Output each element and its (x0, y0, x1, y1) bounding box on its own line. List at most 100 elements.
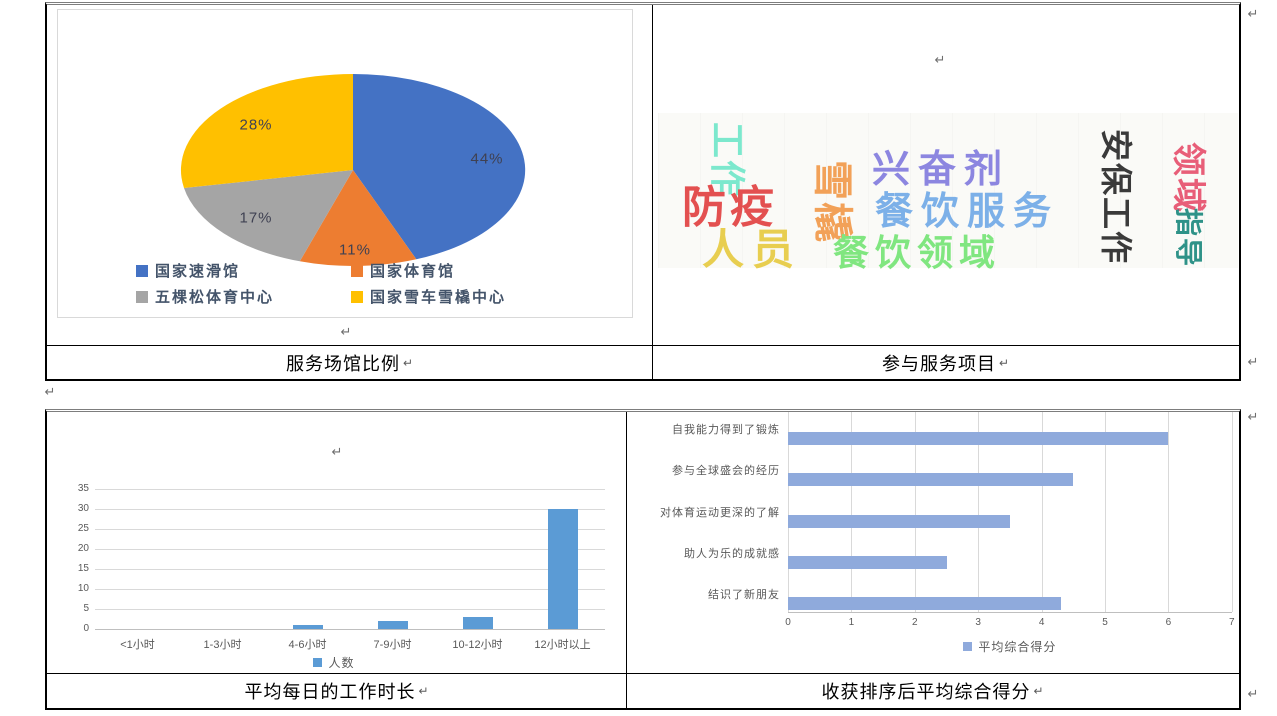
pie-legend-item: 五棵松体育中心 (136, 286, 274, 307)
pie-slice (299, 170, 417, 267)
table-bottom: 平均每日的工作时长 ↵ 收获排序后平均综合得分 ↵ (45, 409, 1241, 710)
paragraph-mark: ↵ (1247, 409, 1259, 424)
gridline (1231, 412, 1233, 612)
gridline (851, 412, 853, 612)
paragraph-mark: ↵ (1247, 686, 1259, 701)
table-column-divider (652, 5, 653, 379)
pie-legend-label: 五棵松体育中心 (155, 289, 275, 306)
caption-wordcloud-text: 参与服务项目 (881, 353, 996, 374)
pie-legend-item: 国家雪车雪橇中心 (351, 286, 506, 307)
paragraph-mark: ↵ (44, 384, 56, 399)
pie-data-label: 11% (339, 241, 371, 259)
caption-row: 服务场馆比例 ↵ 参与服务项目 ↵ (47, 345, 1239, 379)
y-category-label: 助人为乐的成就感 (684, 547, 780, 560)
y-tick-label: 35 (77, 483, 89, 494)
bar (462, 617, 493, 629)
pie-legend-item: 国家体育馆 (351, 260, 455, 281)
caption-cell-wordcloud[interactable]: 参与服务项目 ↵ (652, 346, 1239, 379)
pie-chart (180, 73, 526, 267)
pie-chart-object[interactable]: 44% 11% 17% 28% 国家速滑馆 国家体育馆 五棵松体育中心 国家雪车雪橇中心 (57, 9, 633, 318)
x-tick-label: 5 (1102, 617, 1108, 628)
y-tick-label: 25 (77, 523, 89, 534)
y-tick-label: 10 (77, 583, 89, 594)
wordcloud-word: 人员 (701, 226, 803, 273)
paragraph-mark: ↵ (934, 52, 946, 67)
hbar (788, 597, 1061, 611)
pie-legend-label: 国家速滑馆 (155, 263, 241, 280)
x-category-label: 10-12小时 (452, 639, 503, 651)
x-category-label: <1小时 (120, 639, 155, 651)
gridline (95, 509, 605, 510)
legend-swatch (136, 264, 148, 277)
y-tick-label: 30 (77, 503, 89, 514)
wordcloud-word: 餐饮服务 (874, 191, 1060, 233)
paragraph-mark: ↵ (402, 355, 414, 370)
pie-data-label: 28% (239, 116, 273, 134)
wordcloud-image[interactable]: 工作 防疫 雪橇 兴奋剂 餐饮服务 人员 餐饮领域 安保工作 领域 指导 (658, 113, 1238, 273)
pie-data-label: 44% (470, 150, 504, 168)
x-category-label: 12小时以上 (534, 639, 591, 651)
x-tick-label: 3 (975, 617, 981, 628)
legend-swatch (963, 642, 973, 651)
caption-pie-text: 服务场馆比例 (285, 353, 400, 374)
paragraph-mark: ↵ (418, 684, 429, 698)
x-tick-label: 4 (1038, 617, 1045, 628)
paragraph-mark: ↵ (340, 324, 352, 339)
table-column-divider (626, 412, 627, 708)
wordcloud-word: 兴奋剂 (871, 149, 1011, 191)
caption-cell-pie[interactable]: 服务场馆比例 ↵ (47, 346, 652, 379)
y-tick-label: 0 (83, 623, 89, 634)
wordcloud-word: 安保工作 (1098, 128, 1134, 266)
bar (377, 621, 408, 629)
pie-slice (353, 73, 526, 260)
wordcloud-word: 餐饮领域 (832, 232, 1002, 273)
wordcloud-word: 防疫 (682, 183, 778, 232)
gridline (914, 412, 916, 612)
gridline (978, 412, 980, 612)
gridline (95, 629, 605, 630)
x-tick-label: 7 (1229, 617, 1235, 628)
axis-line (788, 612, 1232, 613)
legend-swatch (136, 290, 148, 303)
paragraph-mark: ↵ (1033, 684, 1044, 698)
legend-swatch (351, 290, 363, 303)
x-tick-label: 6 (1165, 617, 1172, 628)
table-top: 服务场馆比例 ↵ 参与服务项目 ↵ (45, 2, 1241, 381)
y-tick-label: 15 (77, 563, 89, 574)
y-tick-label: 5 (83, 603, 89, 614)
x-tick-label: 0 (785, 617, 791, 628)
caption-cell-hbarchart[interactable]: 收获排序后平均综合得分 ↵ (626, 674, 1239, 708)
caption-barchart-text: 平均每日的工作时长 (244, 682, 416, 702)
x-category-label: 4-6小时 (288, 639, 327, 651)
y-tick-label: 20 (77, 543, 89, 554)
x-tick-label: 2 (912, 617, 918, 628)
gridline (1168, 412, 1170, 612)
y-category-label: 结识了新朋友 (708, 589, 780, 602)
series-legend-label: 平均综合得分 (978, 640, 1057, 654)
caption-cell-barchart[interactable]: 平均每日的工作时长 ↵ (47, 674, 626, 708)
caption-hbarchart-text: 收获排序后平均综合得分 (821, 682, 1031, 702)
hbar (788, 473, 1074, 487)
bar (547, 509, 578, 629)
pie-legend-label: 国家雪车雪橇中心 (370, 289, 507, 306)
pie-legend-item: 国家速滑馆 (136, 260, 240, 281)
x-category-label: 7-9小时 (373, 639, 412, 651)
hbar (788, 555, 947, 569)
series-legend: 平均综合得分 (788, 638, 1232, 655)
y-category-label: 参与全球盛会的经历 (672, 465, 780, 478)
gridline (95, 549, 605, 550)
gridline (1105, 412, 1106, 612)
gridline (788, 412, 789, 612)
gridline (95, 529, 605, 530)
gridline (95, 609, 605, 610)
hbar (788, 514, 1010, 528)
legend-swatch (313, 658, 323, 667)
bar-chart-object[interactable]: 0 5 10 15 20 25 30 35 <1小时 1-3小时 4-6小时 7-9小时 10-12小时… (45, 410, 623, 673)
wordcloud-word: 指导 (1173, 207, 1204, 269)
series-legend: 人数 (45, 654, 623, 671)
paragraph-mark: ↵ (331, 444, 343, 459)
hbar-chart-object[interactable]: 0 1 2 3 4 5 6 7 自我能力得到了锻炼 参与全球盛会的经历 对体育运动更深的了解 助人为乐… (625, 410, 1239, 673)
gridline (95, 489, 605, 490)
y-category-label: 自我能力得到了锻炼 (672, 424, 780, 436)
